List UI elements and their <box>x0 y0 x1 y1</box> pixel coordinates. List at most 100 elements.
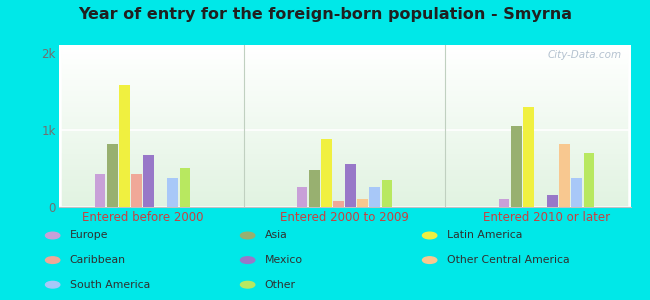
Bar <box>62 149 627 150</box>
Bar <box>168 178 178 207</box>
Bar <box>62 173 627 174</box>
Bar <box>62 146 627 147</box>
Bar <box>62 60 627 61</box>
Bar <box>62 118 627 119</box>
Bar <box>62 124 627 125</box>
Bar <box>62 165 627 166</box>
Bar <box>62 46 627 47</box>
Bar <box>62 115 627 116</box>
Bar <box>62 77 627 78</box>
Bar <box>62 58 627 59</box>
Bar <box>62 194 627 195</box>
Bar <box>62 159 627 160</box>
Bar <box>62 161 627 162</box>
Bar <box>62 204 627 205</box>
Bar <box>62 119 627 120</box>
Bar <box>62 54 627 55</box>
Bar <box>62 125 627 126</box>
Bar <box>62 98 627 99</box>
Bar <box>62 154 627 155</box>
Bar <box>62 100 627 101</box>
Bar <box>62 73 627 74</box>
Bar <box>62 142 627 143</box>
Bar <box>62 200 627 201</box>
Text: City-Data.com: City-Data.com <box>548 50 622 60</box>
Bar <box>62 53 627 54</box>
Bar <box>62 190 627 191</box>
Bar <box>345 164 356 207</box>
Bar <box>62 47 627 48</box>
Text: Year of entry for the foreign-born population - Smyrna: Year of entry for the foreign-born popul… <box>78 8 572 22</box>
Bar <box>62 123 627 124</box>
Bar <box>333 201 344 207</box>
Text: Other: Other <box>265 280 296 290</box>
Bar <box>62 104 627 105</box>
Bar <box>62 155 627 156</box>
Bar <box>297 187 307 207</box>
Bar <box>62 131 627 132</box>
Bar <box>62 162 627 163</box>
Bar <box>62 89 627 90</box>
Bar <box>62 177 627 178</box>
Bar <box>62 68 627 69</box>
Bar <box>62 139 627 140</box>
Bar <box>179 168 190 207</box>
Bar <box>62 82 627 83</box>
Bar <box>62 67 627 68</box>
Bar <box>62 70 627 71</box>
Bar <box>62 143 627 144</box>
Text: Mexico: Mexico <box>265 255 303 265</box>
Bar <box>62 49 627 50</box>
Bar <box>62 114 627 115</box>
Bar <box>62 170 627 171</box>
Bar <box>62 191 627 192</box>
Bar <box>62 167 627 168</box>
Bar <box>62 55 627 56</box>
Bar <box>511 126 521 207</box>
Text: Asia: Asia <box>265 230 287 241</box>
Bar <box>62 136 627 137</box>
Bar <box>62 169 627 170</box>
Bar <box>62 61 627 62</box>
Bar <box>62 84 627 85</box>
Bar <box>62 193 627 194</box>
Bar <box>62 76 627 77</box>
Bar <box>62 105 627 106</box>
Bar <box>62 88 627 89</box>
Bar <box>62 107 627 108</box>
Bar <box>62 199 627 200</box>
Bar <box>62 145 627 146</box>
Bar <box>62 96 627 97</box>
Bar <box>62 112 627 113</box>
Bar <box>62 102 627 103</box>
Bar <box>62 179 627 180</box>
Bar <box>62 180 627 181</box>
Bar <box>62 83 627 84</box>
Bar <box>62 202 627 203</box>
Bar <box>62 128 627 129</box>
Bar <box>62 64 627 65</box>
Bar <box>62 87 627 88</box>
Bar <box>62 116 627 117</box>
Bar <box>62 158 627 159</box>
Bar <box>62 171 627 172</box>
Bar <box>62 182 627 183</box>
Bar <box>62 132 627 133</box>
Bar <box>62 120 627 121</box>
Bar <box>95 174 105 207</box>
Bar <box>62 153 627 154</box>
Bar <box>62 48 627 49</box>
Bar <box>62 79 627 80</box>
Bar <box>62 164 627 165</box>
Bar <box>62 111 627 112</box>
Bar <box>62 94 627 95</box>
Bar <box>62 178 627 179</box>
Bar <box>62 205 627 206</box>
Bar <box>62 109 627 110</box>
Bar <box>62 91 627 92</box>
Bar <box>358 199 368 207</box>
Bar <box>62 129 627 130</box>
Bar <box>62 63 627 64</box>
Bar <box>547 195 558 207</box>
Bar <box>62 137 627 138</box>
